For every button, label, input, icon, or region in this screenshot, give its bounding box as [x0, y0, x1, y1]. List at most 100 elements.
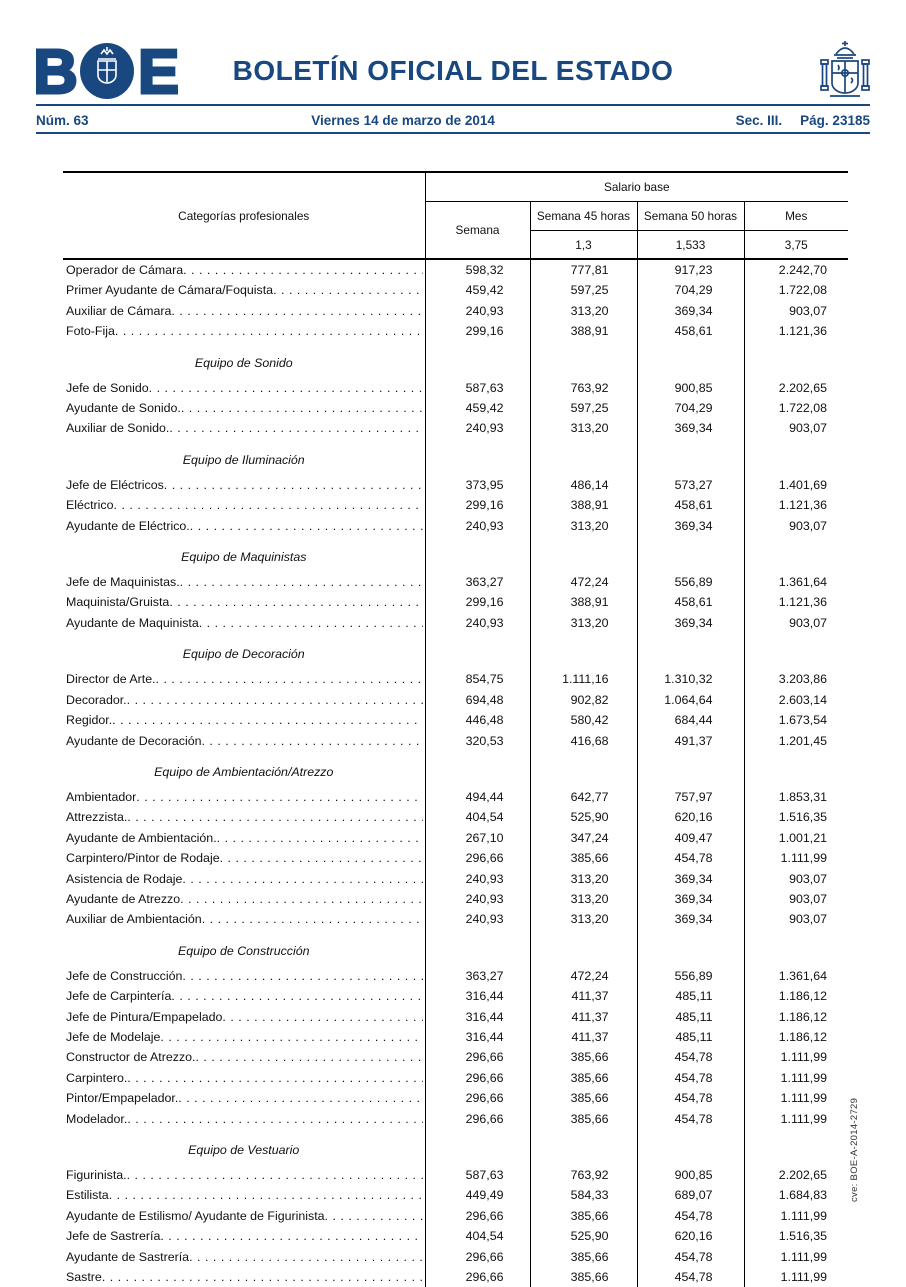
category-name: Auxiliar de Cámara [66, 303, 172, 318]
svg-text:E: E [138, 42, 178, 100]
category-cell: Director de Arte. [63, 669, 426, 690]
section-header-row: Equipo de Vestuario [63, 1129, 848, 1165]
value-semana-45: 416,68 [530, 730, 638, 751]
value-semana-45: 597,25 [530, 280, 638, 301]
value-semana-50: 458,61 [637, 592, 745, 613]
value-semana: 296,66 [425, 1067, 531, 1089]
value-semana-45: 385,66 [530, 1067, 638, 1089]
category-name: Regidor. [66, 713, 113, 728]
boe-logo: B E [32, 37, 181, 109]
empty-cell [425, 929, 531, 966]
category-name: Ayudante de Ambientación. [66, 830, 217, 845]
value-semana: 296,66 [425, 1246, 531, 1268]
value-semana: 494,44 [425, 786, 531, 808]
value-semana-50: 454,78 [637, 1067, 745, 1089]
value-semana-45: 902,82 [530, 689, 638, 711]
category-cell: Operador de Cámara [63, 259, 426, 281]
category-cell: Ayudante de Estilismo/ Ayudante de Figur… [63, 1205, 426, 1227]
category-cell: Auxiliar de Cámara [63, 300, 426, 322]
value-semana-50: 369,34 [637, 515, 745, 537]
category-name: Eléctrico [66, 498, 114, 513]
column-header-mes: Mes [744, 201, 849, 231]
value-mes: 1.722,08 [778, 283, 828, 298]
category-name: Ayudante de Eléctrico. [66, 518, 190, 533]
table-row: Ayudante de Estilismo/ Ayudante de Figur… [63, 1205, 848, 1227]
value-mes: 1.361,64 [778, 968, 828, 983]
category-name: Estilista [66, 1188, 109, 1203]
table-row: Ayudante de Ambientación. 267,10347,24409… [63, 827, 848, 849]
category-cell: Jefe de Carpintería [63, 986, 426, 1007]
value-semana-50: 620,16 [637, 807, 745, 828]
category-name: Jefe de Pintura/Empapelado [66, 1009, 223, 1024]
category-cell: Ayudante de Eléctrico. [63, 515, 426, 537]
value-semana-45: 763,92 [530, 1165, 638, 1186]
dot-leader [127, 1069, 422, 1087]
value-mes: 903,07 [789, 891, 828, 906]
category-cell: Jefe de Pintura/Empapelado [63, 1006, 426, 1027]
salary-table: Categorías profesionales Salario base Se… [63, 171, 849, 1287]
dot-leader [171, 987, 422, 1005]
value-semana: 240,93 [425, 515, 531, 537]
value-semana-45: 385,66 [530, 1047, 638, 1068]
value-semana-45: 1.111,16 [530, 669, 638, 690]
value-semana: 598,32 [425, 259, 531, 281]
category-cell: Jefe de Sonido [63, 377, 426, 399]
value-mes: 1.516,35 [778, 1229, 828, 1244]
value-semana: 373,95 [425, 474, 531, 496]
value-mes: 1.401,69 [778, 477, 828, 492]
value-semana-50: 485,11 [637, 1026, 745, 1048]
category-cell: Pintor/Empapelador. [63, 1088, 426, 1109]
table-row: Primer Ayudante de Cámara/Foquista 459,42… [63, 280, 848, 301]
value-semana: 267,10 [425, 827, 531, 849]
value-semana-50: 454,78 [637, 1246, 745, 1268]
dot-leader [127, 1166, 423, 1184]
empty-cell [425, 536, 531, 573]
table-row: Ayudante de Decoración 320,53416,68491,37… [63, 730, 848, 751]
value-semana-50: 689,07 [637, 1185, 745, 1206]
table-row: Carpintero/Pintor de Rodaje 296,66385,664… [63, 848, 848, 869]
value-semana: 240,93 [425, 612, 531, 634]
value-mes: 903,07 [789, 303, 828, 318]
empty-cell [744, 536, 848, 572]
empty-cell [637, 929, 745, 966]
value-mes: 1.722,08 [778, 401, 828, 416]
value-semana: 240,93 [425, 418, 531, 439]
value-mes: 903,07 [789, 912, 828, 927]
value-semana-45: 347,24 [530, 827, 638, 849]
empty-cell [744, 751, 848, 787]
category-name: Jefe de Maquinistas. [66, 575, 180, 590]
value-mes: 1.111,99 [780, 1208, 828, 1223]
value-mes: 1.111,99 [780, 1050, 828, 1065]
value-semana-50: 556,89 [637, 965, 745, 987]
dot-leader [182, 967, 422, 985]
value-semana-45: 385,66 [530, 1108, 638, 1129]
value-semana: 449,49 [425, 1185, 531, 1206]
value-semana-50: 454,78 [637, 1047, 745, 1068]
category-cell: Ambientador [63, 786, 426, 808]
section-header-row: Equipo de Maquinistas [63, 536, 848, 573]
value-mes: 1.001,21 [778, 830, 828, 845]
value-semana: 240,93 [425, 868, 531, 889]
section-title: Equipo de Construcción [63, 929, 426, 966]
value-semana-50: 485,11 [637, 1006, 745, 1027]
empty-cell [637, 1129, 745, 1165]
value-semana: 296,66 [425, 1205, 531, 1227]
category-name: Ayudante de Sastrería [66, 1249, 190, 1264]
value-semana-50: 409,47 [637, 827, 745, 849]
category-cell: Jefe de Maquinistas. [63, 572, 426, 593]
category-cell: Ayudante de Ambientación. [63, 827, 426, 849]
value-semana-45: 411,37 [530, 1026, 638, 1048]
empty-cell [637, 750, 745, 787]
value-semana-45: 313,20 [530, 515, 638, 537]
value-mes: 2.242,70 [778, 263, 828, 277]
category-cell: Auxiliar de Ambientación [63, 909, 426, 930]
